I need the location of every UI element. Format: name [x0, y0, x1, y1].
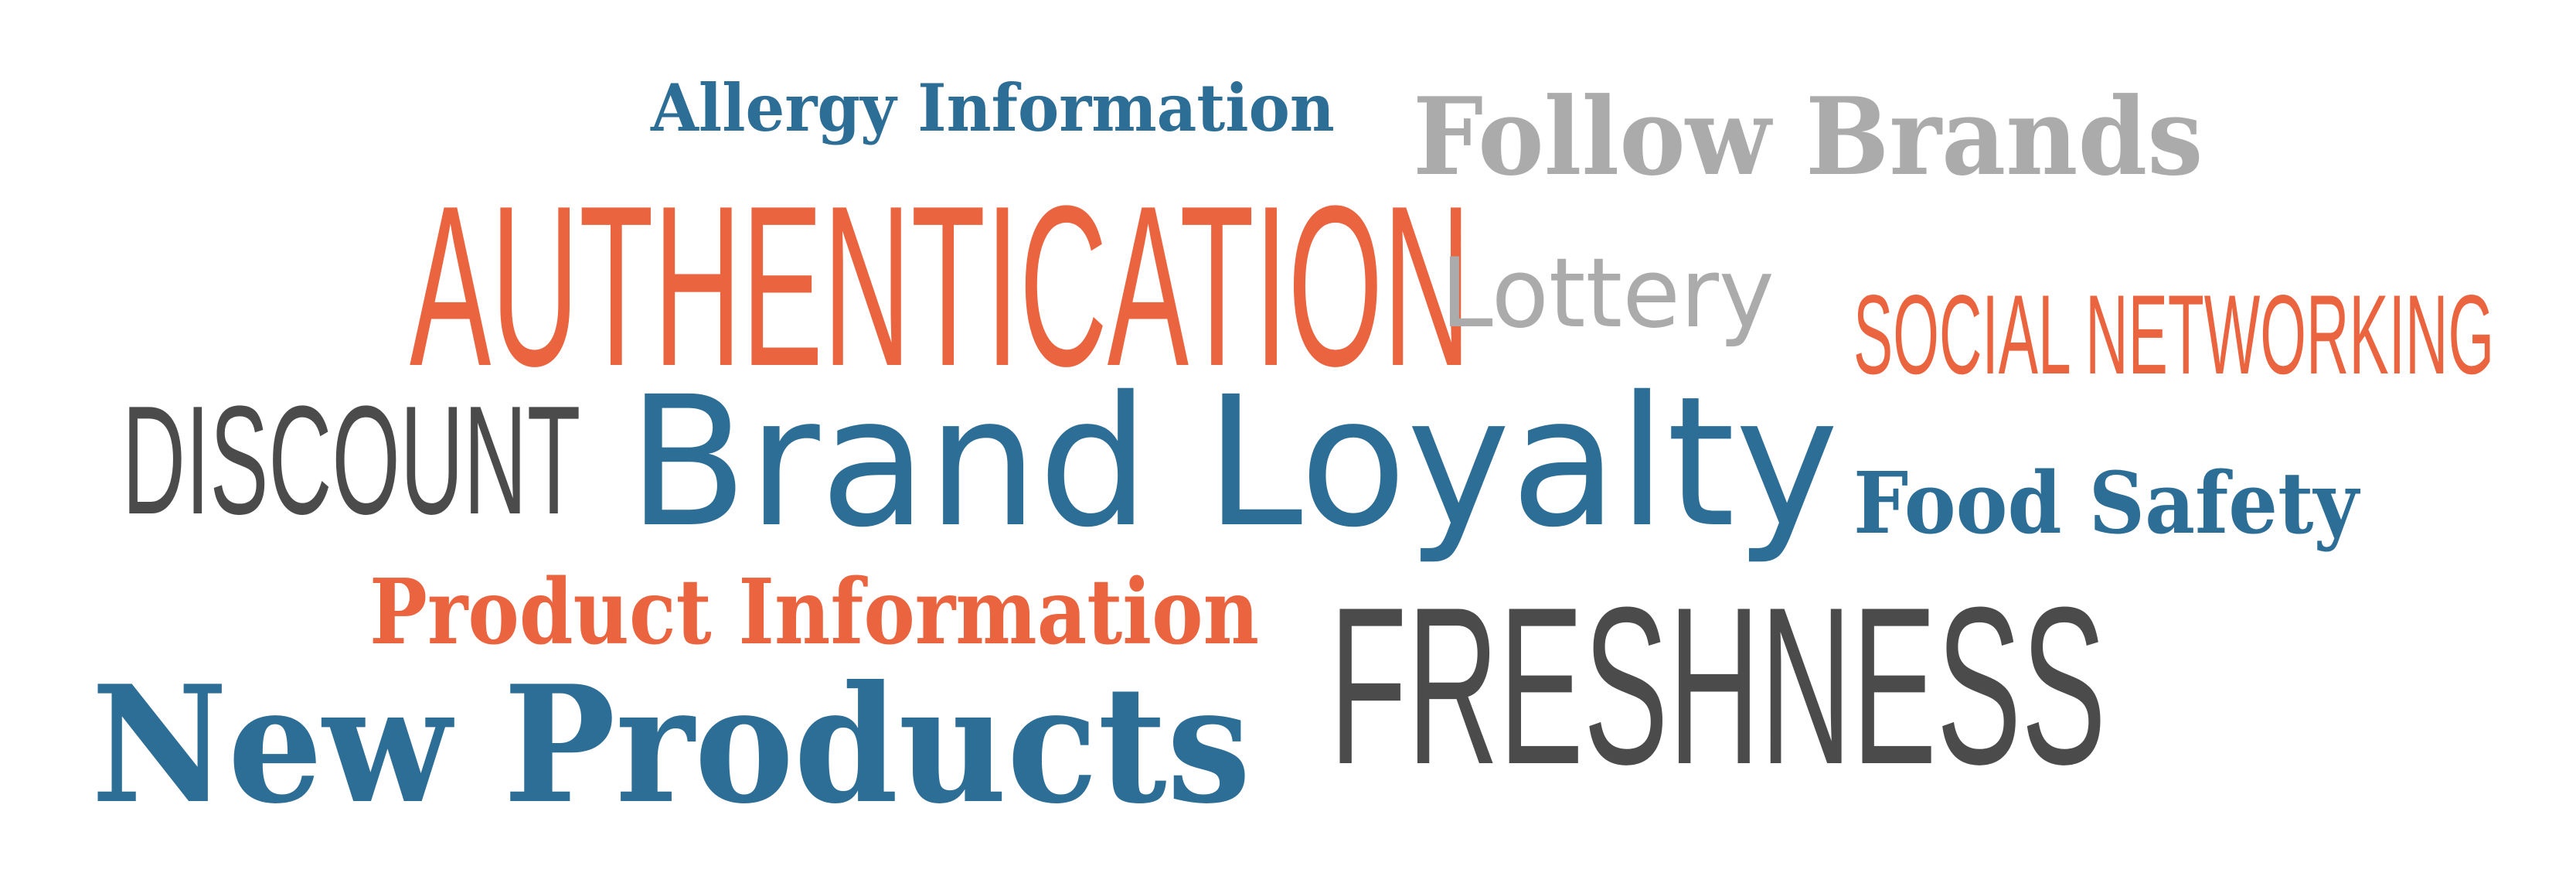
word-social-networking: SOCIAL NETWORKING — [1853, 271, 2495, 397]
word-authentication: AUTHENTICATION — [410, 158, 1472, 414]
word-product-information: Product Information — [369, 560, 1260, 665]
word-follow-brands: Follow Brands — [1413, 73, 2203, 199]
word-discount: DISCOUNT — [122, 374, 581, 547]
word-freshness: FRESHNESS — [1329, 561, 2107, 811]
word-lottery: Lottery — [1441, 238, 1775, 349]
word-new-products: New Products — [91, 651, 1251, 840]
word-brand-loyalty: Brand Loyalty — [628, 358, 1839, 567]
word-allergy-information: Allergy Information — [651, 70, 1335, 146]
word-food-safety: Food Safety — [1853, 453, 2359, 553]
